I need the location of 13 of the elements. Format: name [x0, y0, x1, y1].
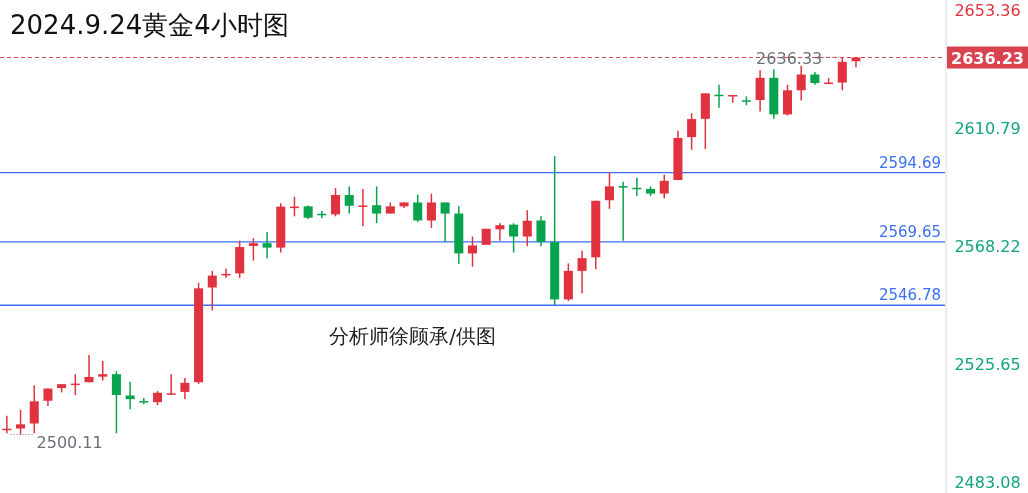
y-tick-label: 2568.22: [954, 236, 1021, 256]
chart-title: 2024.9.24黄金4小时图: [10, 10, 289, 40]
y-tick-label: 2610.79: [954, 118, 1021, 138]
annotation: 分析师徐顾承/供图: [329, 324, 496, 348]
ref-line-label: 2636.23: [951, 48, 1024, 68]
annotation: 2636.33: [756, 49, 823, 69]
y-tick-label: 2483.08: [954, 472, 1021, 492]
annotation: 2500.11: [36, 432, 103, 452]
y-tick-label: 2653.36: [954, 1, 1021, 21]
ref-line-label: 2569.65: [878, 222, 941, 241]
y-tick-label: 2525.65: [954, 354, 1021, 374]
ref-line-label: 2546.78: [878, 286, 941, 305]
ref-line-label: 2594.69: [878, 153, 941, 172]
